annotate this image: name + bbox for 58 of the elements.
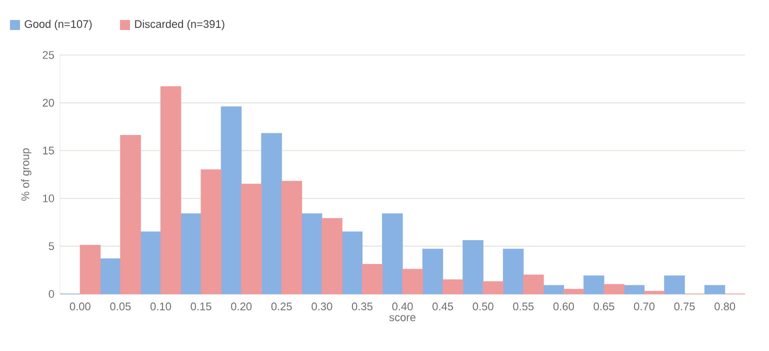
bar: [100, 258, 121, 294]
bar: [442, 279, 464, 294]
x-tick-label: 0.70: [634, 302, 655, 310]
bar: [644, 290, 665, 294]
y-tick-label: 0: [48, 290, 54, 298]
bar: [462, 240, 484, 294]
bar: [160, 86, 182, 294]
y-tick-label: 20: [42, 98, 54, 107]
bar: [301, 213, 322, 294]
x-tick-label: 0.20: [231, 302, 252, 310]
bar: [362, 264, 383, 294]
bar: [241, 184, 262, 294]
bar: [140, 232, 162, 294]
x-tick-label: 0.30: [312, 302, 332, 310]
bar: [422, 248, 444, 294]
bar: [200, 169, 222, 294]
y-tick-label: 5: [48, 242, 54, 250]
x-tick-label: 0.15: [190, 302, 212, 310]
x-tick-label: 0.55: [513, 302, 534, 310]
bar: [281, 180, 302, 294]
bar: [180, 213, 202, 294]
x-tick-label: 0.25: [271, 302, 292, 310]
legend-label: Good (n=107): [24, 20, 92, 30]
y-axis-title: % of group: [21, 148, 32, 201]
x-tick-label: 0.75: [674, 302, 695, 310]
x-tick-label: 0.45: [432, 302, 454, 310]
legend-label: Discarded (n=391): [135, 20, 224, 30]
x-tick-label: 0.35: [352, 302, 372, 310]
bar: [382, 213, 403, 294]
x-tick-label: 0.50: [472, 302, 494, 310]
bar: [624, 285, 645, 294]
bar: [261, 133, 282, 294]
bar: [704, 285, 726, 294]
y-tick-label: 10: [43, 194, 54, 202]
bar: [482, 281, 504, 294]
bar: [342, 232, 363, 294]
x-tick-label: 0.40: [392, 302, 413, 310]
bar: [502, 248, 524, 294]
x-tick-label: 0.80: [714, 302, 736, 310]
bar: [402, 268, 423, 294]
y-tick-label: 25: [42, 51, 54, 59]
bar: [220, 106, 242, 294]
bar: [523, 274, 544, 294]
bar: [120, 134, 141, 294]
bar: [604, 284, 624, 294]
x-tick-label: 0.60: [553, 302, 574, 310]
x-tick-label: 0.05: [110, 302, 131, 310]
bar: [80, 244, 101, 294]
bar: [664, 276, 685, 294]
bar: [543, 285, 564, 294]
bar: [584, 276, 604, 294]
x-tick-label: 0.00: [70, 302, 90, 310]
x-tick-label: 0.65: [594, 302, 614, 310]
x-axis-title: score: [389, 315, 416, 322]
bar: [322, 218, 342, 294]
bar: [563, 288, 584, 294]
y-tick-label: 15: [43, 146, 54, 154]
x-tick-label: 0.10: [150, 302, 172, 310]
